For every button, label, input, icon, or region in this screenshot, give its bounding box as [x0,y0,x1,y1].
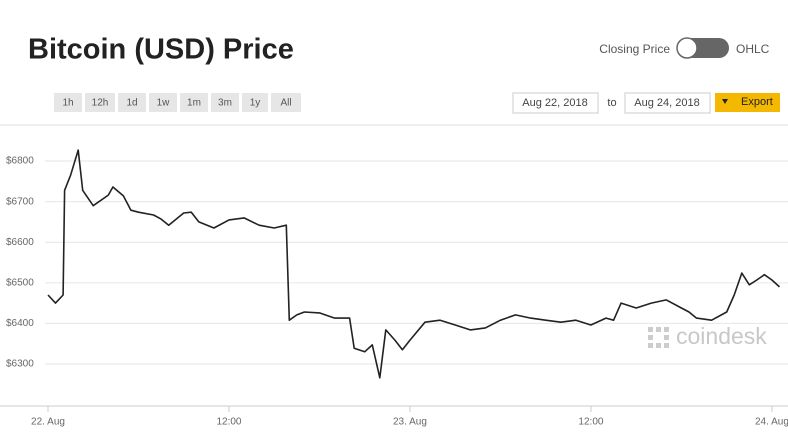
range-label[interactable]: 1m [187,98,201,109]
range-button[interactable] [118,93,146,112]
x-tick-label: 23. Aug [393,417,427,428]
export-button[interactable] [715,93,780,112]
toggle-label[interactable]: Closing Price [599,42,670,56]
range-button[interactable] [85,93,115,112]
toggle-label[interactable]: OHLC [736,42,770,56]
date-from[interactable]: Aug 22, 2018 [522,97,587,109]
x-tick-label: 12:00 [216,417,241,428]
chart-title: Bitcoin (USD) Price [28,34,294,66]
range-label[interactable]: 12h [92,98,109,109]
y-tick-label: $6400 [6,318,34,329]
range-button[interactable] [242,93,268,112]
date-sep: to [607,97,616,109]
date-to[interactable]: Aug 24, 2018 [634,97,699,109]
range-label[interactable]: 1w [157,98,171,109]
x-tick-label: 24. Aug [755,417,788,428]
y-tick-label: $6600 [6,237,34,248]
toggle-knob[interactable] [676,37,698,59]
range-buttons: 1h 12h 1d 1w 1m 3m 1y All [54,93,301,112]
price-line [47,149,781,379]
watermark-logo [648,327,669,348]
date-input[interactable] [512,92,599,114]
watermark: coindesk [676,323,767,349]
date-input[interactable] [624,92,711,114]
range-label[interactable]: 1d [126,98,137,109]
range-button[interactable] [180,93,208,112]
export-label[interactable]: Export [741,96,773,108]
x-tick-label: 22. Aug [31,417,65,428]
range-button[interactable] [149,93,177,112]
range-label[interactable]: 3m [218,98,232,109]
y-tick-label: $6300 [6,359,34,370]
range-button[interactable] [271,93,301,112]
range-label[interactable]: All [280,98,291,109]
export-icon [722,99,728,104]
y-tick-label: $6500 [6,277,34,288]
range-button[interactable] [211,93,239,112]
x-tick-label: 12:00 [578,417,603,428]
y-tick-label: $6800 [6,156,34,167]
range-label[interactable]: 1y [250,98,261,109]
range-label[interactable]: 1h [62,98,73,109]
y-tick-label: $6700 [6,196,34,207]
range-button[interactable] [54,93,82,112]
